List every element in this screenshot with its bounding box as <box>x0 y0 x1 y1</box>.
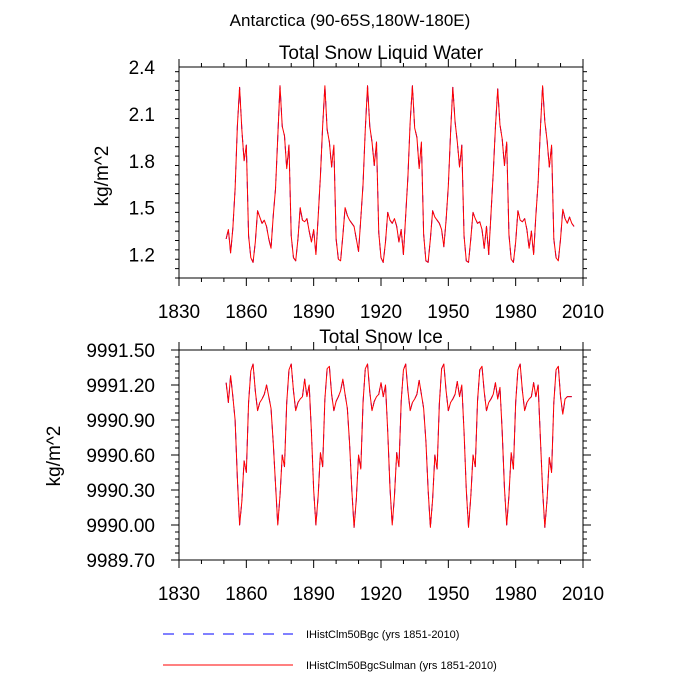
axis-ticks <box>175 59 587 286</box>
y-tick-label: 1.2 <box>129 246 155 267</box>
x-tick-label: 1890 <box>293 302 335 323</box>
plot-frame <box>178 349 584 561</box>
y-axis-label: kg/m^2 <box>92 146 113 207</box>
legend: IHistClm50Bgc (yrs 1851-2010) IHistClm50… <box>163 629 497 672</box>
x-tick-label: 1920 <box>360 302 402 323</box>
y-tick-label: 9990.00 <box>86 516 155 537</box>
legend-item: IHistClm50Bgc (yrs 1851-2010) <box>163 629 459 641</box>
legend-label: IHistClm50BgcSulman (yrs 1851-2010) <box>306 660 497 672</box>
x-tick-label: 1830 <box>158 584 200 605</box>
y-tick-label: 9990.60 <box>86 446 155 467</box>
y-tick-label: 9989.70 <box>86 551 155 572</box>
x-tick-label: 1980 <box>495 302 537 323</box>
series-lines <box>225 363 572 528</box>
y-tick-label: 2.4 <box>129 58 156 79</box>
x-tick-label: 1950 <box>427 584 469 605</box>
panel-snow-ice: Total Snow Ice kg/m^2 1830 1860 1890 1920 19… <box>44 327 604 605</box>
x-tick-label: 1830 <box>158 302 200 323</box>
y-tick-label: 9990.90 <box>86 411 155 432</box>
panel-snow-liquid-water: Total Snow Liquid Water kg/m^2 1830 1860 1… <box>92 43 604 323</box>
series-line-ihistclm50bgcsulman <box>225 85 575 263</box>
x-tick-label: 2010 <box>562 302 604 323</box>
x-tick-label: 1950 <box>427 302 469 323</box>
y-tick-label: 1.5 <box>129 199 155 220</box>
x-tick-label: 1980 <box>495 584 537 605</box>
y-tick-label: 9991.20 <box>86 376 155 397</box>
plot-frame <box>178 66 584 279</box>
x-tick-label: 1860 <box>225 302 267 323</box>
axis-ticks <box>171 342 591 568</box>
legend-label: IHistClm50Bgc (yrs 1851-2010) <box>306 629 459 641</box>
series-line-ihistclm50bgc <box>225 363 572 528</box>
series-line-ihistclm50bgcsulman <box>225 363 572 528</box>
figure-title: Antarctica (90-65S,180W-180E) <box>230 11 471 30</box>
x-tick-label: 1860 <box>225 584 267 605</box>
tick-labels: 1830 1860 1890 1920 1950 1980 2010 1.2 1.5 1.8 2.1… <box>129 58 605 323</box>
y-axis-label: kg/m^2 <box>44 426 65 487</box>
x-tick-label: 1890 <box>293 584 335 605</box>
y-tick-label: 2.1 <box>129 105 155 126</box>
y-tick-label: 1.8 <box>129 152 155 173</box>
chart-title: Total Snow Ice <box>319 327 443 348</box>
chart-title: Total Snow Liquid Water <box>279 43 484 64</box>
tick-labels: 1830 1860 1890 1920 1950 1980 2010 9989.70 9990.… <box>86 341 604 605</box>
y-tick-label: 9991.50 <box>86 341 155 362</box>
legend-item: IHistClm50BgcSulman (yrs 1851-2010) <box>163 660 497 672</box>
y-tick-label: 9990.30 <box>86 481 155 502</box>
series-lines <box>225 85 575 263</box>
x-tick-label: 2010 <box>562 584 604 605</box>
x-tick-label: 1920 <box>360 584 402 605</box>
